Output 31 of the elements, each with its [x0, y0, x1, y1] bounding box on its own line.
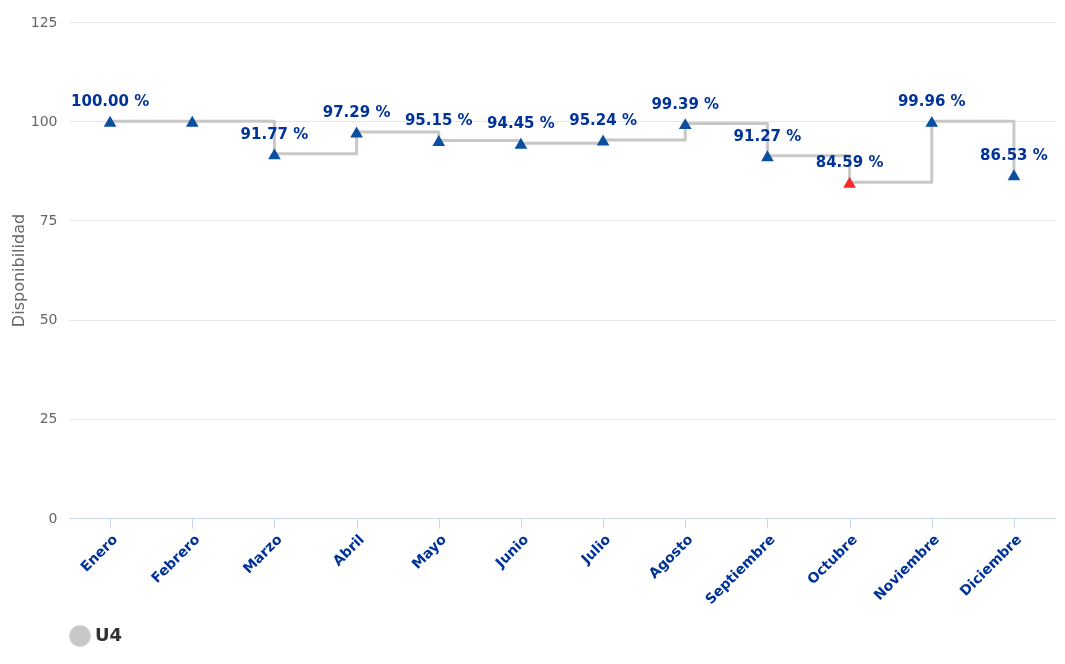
legend-label: U4 [95, 624, 123, 645]
point [514, 137, 528, 149]
point [268, 148, 281, 160]
point [1007, 169, 1021, 181]
data-label: 84.59 % [815, 153, 884, 172]
data-label: 94.45 % [487, 114, 555, 133]
point [596, 134, 610, 146]
data-label: 86.53 % [980, 145, 1048, 164]
y-tick-label: 75 [39, 211, 58, 228]
point [843, 176, 856, 188]
y-axis-title: Disponibilidad [8, 213, 28, 328]
y-tick-label: 100 [30, 112, 58, 129]
data-label: 95.15 % [404, 111, 473, 130]
y-tick-label: 125 [30, 13, 58, 30]
point [185, 115, 199, 127]
data-label: 99.96 % [897, 92, 966, 111]
point [925, 115, 939, 127]
point [103, 115, 117, 127]
y-tick-label: 25 [39, 410, 58, 427]
point [432, 134, 446, 146]
y-tick-label: 0 [48, 509, 58, 526]
data-label: 99.39 % [651, 94, 720, 113]
point [350, 126, 363, 138]
data-label: 91.77 % [240, 124, 309, 143]
point [761, 150, 774, 162]
data-label: 95.24 % [569, 111, 637, 130]
data-label: 97.29 % [322, 102, 391, 121]
point [678, 118, 692, 130]
y-tick-label: 50 [39, 311, 58, 328]
data-label: 100.00 % [71, 92, 150, 111]
data-label: 91.27 % [733, 126, 802, 145]
